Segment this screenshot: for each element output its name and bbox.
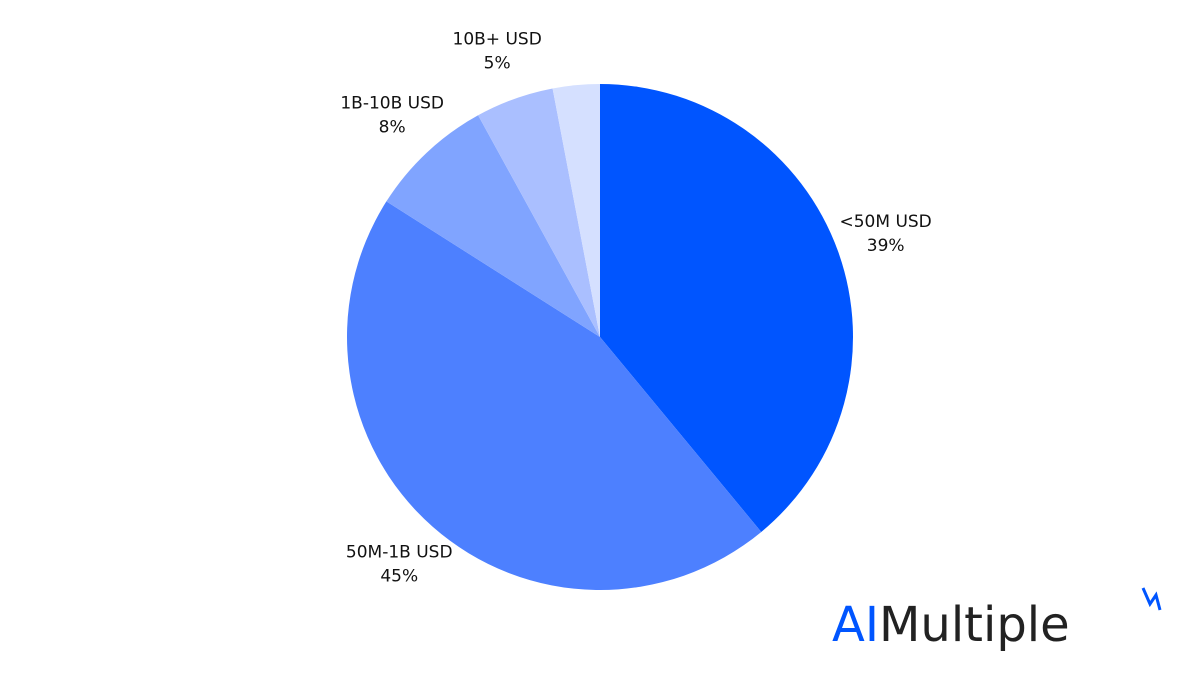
slice-value-label: 5% <box>484 53 511 73</box>
pie-slice <box>478 88 600 337</box>
slice-value-label: 39% <box>867 236 905 256</box>
slice-value-label: 8% <box>379 118 406 138</box>
slice-label: <50M USD <box>840 212 932 232</box>
pie-slice <box>600 84 854 532</box>
logo-mark <box>1141 587 1162 611</box>
slice-label: 50M-1B USD <box>346 543 453 563</box>
slice-label: 10B+ USD <box>453 29 542 49</box>
slice-value-label: 45% <box>380 567 418 587</box>
pie-slice <box>386 115 600 338</box>
slice-label: 1B-10B USD <box>340 94 444 114</box>
brand-rest: Multiple <box>879 597 1070 653</box>
pie-slice <box>347 201 762 591</box>
brand-logo: AIMultiple <box>832 597 1070 653</box>
pie: <50M USD 39% 50M-1B USD 45% 1B-10B USD 8% 10B+… <box>340 29 932 591</box>
brand-ai: AI <box>832 597 879 653</box>
pie-slice <box>552 84 600 337</box>
